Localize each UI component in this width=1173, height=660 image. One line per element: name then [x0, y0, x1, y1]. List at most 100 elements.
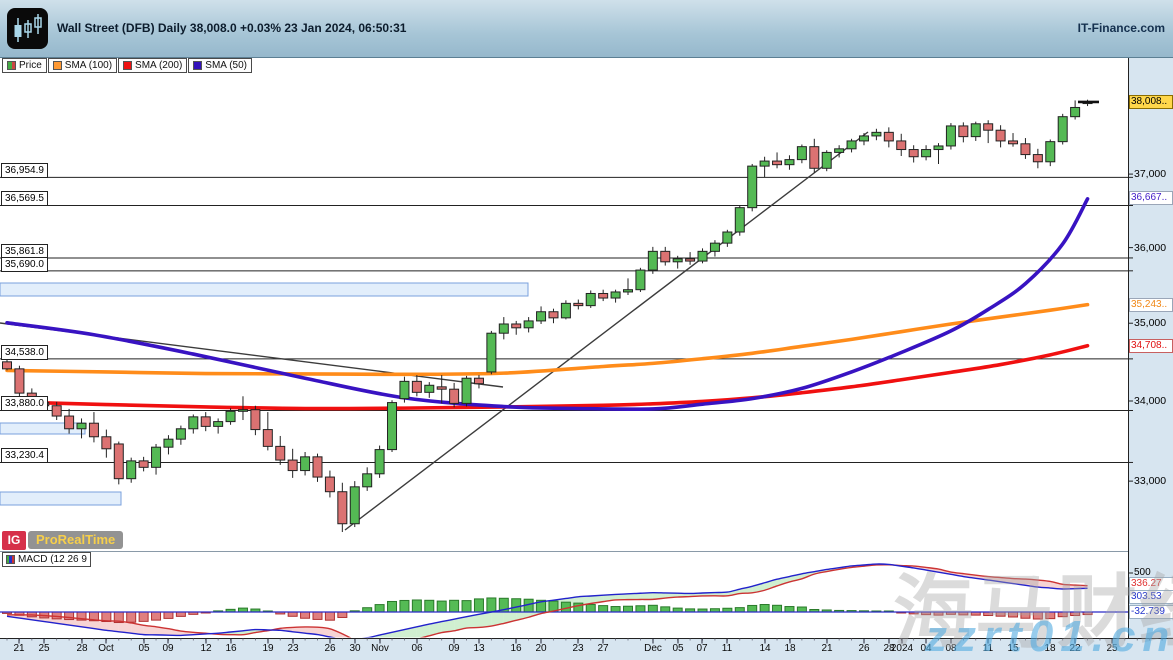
macd-histogram-bar [784, 606, 795, 613]
x-axis-label: 23 [287, 643, 299, 654]
macd-band [355, 638, 367, 642]
macd-histogram-bar [623, 605, 633, 613]
macd-histogram-bar [362, 607, 373, 613]
candle-down [250, 409, 261, 431]
macd-band [727, 589, 740, 596]
x-axis-label: 13 [473, 643, 485, 654]
level-price-label[interactable]: 36,954.9 [1, 163, 48, 179]
candle-up [237, 409, 248, 412]
y-axis-label: 33,000 [1134, 475, 1167, 488]
macd-band [652, 592, 666, 600]
x-axis-label: 28 [76, 643, 88, 654]
sma100-line[interactable] [5, 302, 1090, 377]
macd-histogram-bar [585, 604, 596, 613]
macd-band [131, 622, 144, 635]
price-panel [0, 99, 1128, 533]
macd-band [329, 628, 343, 638]
level-price-label[interactable]: 33,880.0 [1, 396, 48, 412]
macd-histogram-bar [772, 604, 783, 613]
macd-band [118, 621, 132, 634]
candle-up [784, 159, 795, 166]
tab-sma100-label: SMA (100) [64, 60, 113, 71]
candle-down [312, 456, 323, 478]
candle-up [560, 302, 571, 319]
candle-down [287, 459, 298, 472]
candle-down [275, 445, 286, 461]
candle-down [436, 386, 447, 390]
level-price-label[interactable]: 35,690.0 [1, 256, 48, 272]
macd-histogram-bar [598, 605, 609, 613]
macd-histogram-bar [300, 611, 311, 619]
candle-up [486, 332, 497, 373]
level-price-label[interactable]: 36,569.5 [1, 191, 48, 207]
candle-up [362, 473, 373, 488]
tab-sma200[interactable]: SMA (200) [118, 58, 188, 73]
candle-down [449, 388, 460, 404]
sma200-line[interactable] [5, 343, 1090, 411]
candle-up [747, 165, 758, 209]
x-axis-label: Dec [644, 643, 662, 654]
macd-value-badge: 303.53 [1129, 590, 1173, 604]
macd-histogram-bar [1008, 611, 1019, 618]
candle-down [200, 416, 211, 427]
macd-band [93, 619, 107, 631]
tab-sma100[interactable]: SMA (100) [47, 58, 118, 73]
y-axis-label: 35,000 [1134, 317, 1167, 330]
candle-up [399, 380, 410, 400]
candle-down [64, 415, 75, 430]
candle-up [697, 250, 708, 262]
candlestick-logo-icon [14, 14, 42, 42]
prorealtime-label: ProRealTime [28, 531, 124, 549]
x-axis-label: 22 [1069, 643, 1081, 654]
macd-histogram-bar [461, 600, 472, 613]
tab-sma50[interactable]: SMA (50) [188, 58, 252, 73]
macd-histogram-bar [660, 606, 671, 613]
x-axis-label: 21 [13, 643, 25, 654]
macd-histogram-bar [1032, 611, 1043, 620]
macd-line[interactable] [6, 563, 1088, 639]
x-axis-label: 30 [349, 643, 361, 654]
macd-band [454, 616, 467, 631]
sma50-line[interactable] [5, 197, 1090, 412]
candle-up [970, 123, 981, 138]
macd-band [640, 592, 653, 600]
macd-histogram-bar [1057, 611, 1068, 618]
macd-histogram-bar [324, 611, 335, 621]
x-axis-label: 06 [411, 643, 423, 654]
macd-signal-line[interactable] [6, 564, 1088, 643]
macd-histogram-bar [473, 598, 484, 613]
x-axis-label: 27 [597, 643, 609, 654]
candle-down [113, 443, 124, 480]
candle-up [76, 422, 87, 430]
candle-up [126, 460, 137, 480]
macd-histogram-bar [759, 604, 770, 613]
x-axis-label: 25 [1106, 643, 1118, 654]
tab-macd-indicator[interactable]: MACD (12 26 9 [2, 552, 91, 567]
x-axis-label: 21 [821, 643, 833, 654]
candle-down [573, 302, 584, 307]
drawing-zone[interactable] [0, 491, 122, 506]
macd-histogram-bar [449, 599, 460, 613]
ig-logo-icon[interactable]: IG [2, 530, 26, 550]
candle-down [337, 491, 348, 525]
macd-scale-label: 500 [1134, 567, 1151, 578]
level-price-label[interactable]: 33,230.4 [1, 448, 48, 464]
candle-up [374, 449, 385, 475]
candle-down [1008, 140, 1019, 145]
tab-price[interactable]: Price [2, 58, 47, 73]
macd-histogram-bar [635, 605, 646, 613]
x-axis-label: 16 [225, 643, 237, 654]
macd-histogram-bar [1045, 611, 1056, 620]
level-price-label[interactable]: 34,538.0 [1, 344, 48, 360]
drawing-zone[interactable] [0, 282, 529, 297]
x-axis-label: 11 [721, 643, 733, 654]
trendline[interactable] [344, 131, 869, 531]
app-logo-icon[interactable] [7, 8, 48, 49]
candle-up [424, 384, 435, 393]
brand-link[interactable]: IT-Finance.com [1077, 21, 1165, 35]
macd-band [1037, 580, 1051, 589]
candle-up [523, 320, 534, 329]
axis-ticks [6, 101, 1163, 644]
candle-up [461, 377, 472, 404]
